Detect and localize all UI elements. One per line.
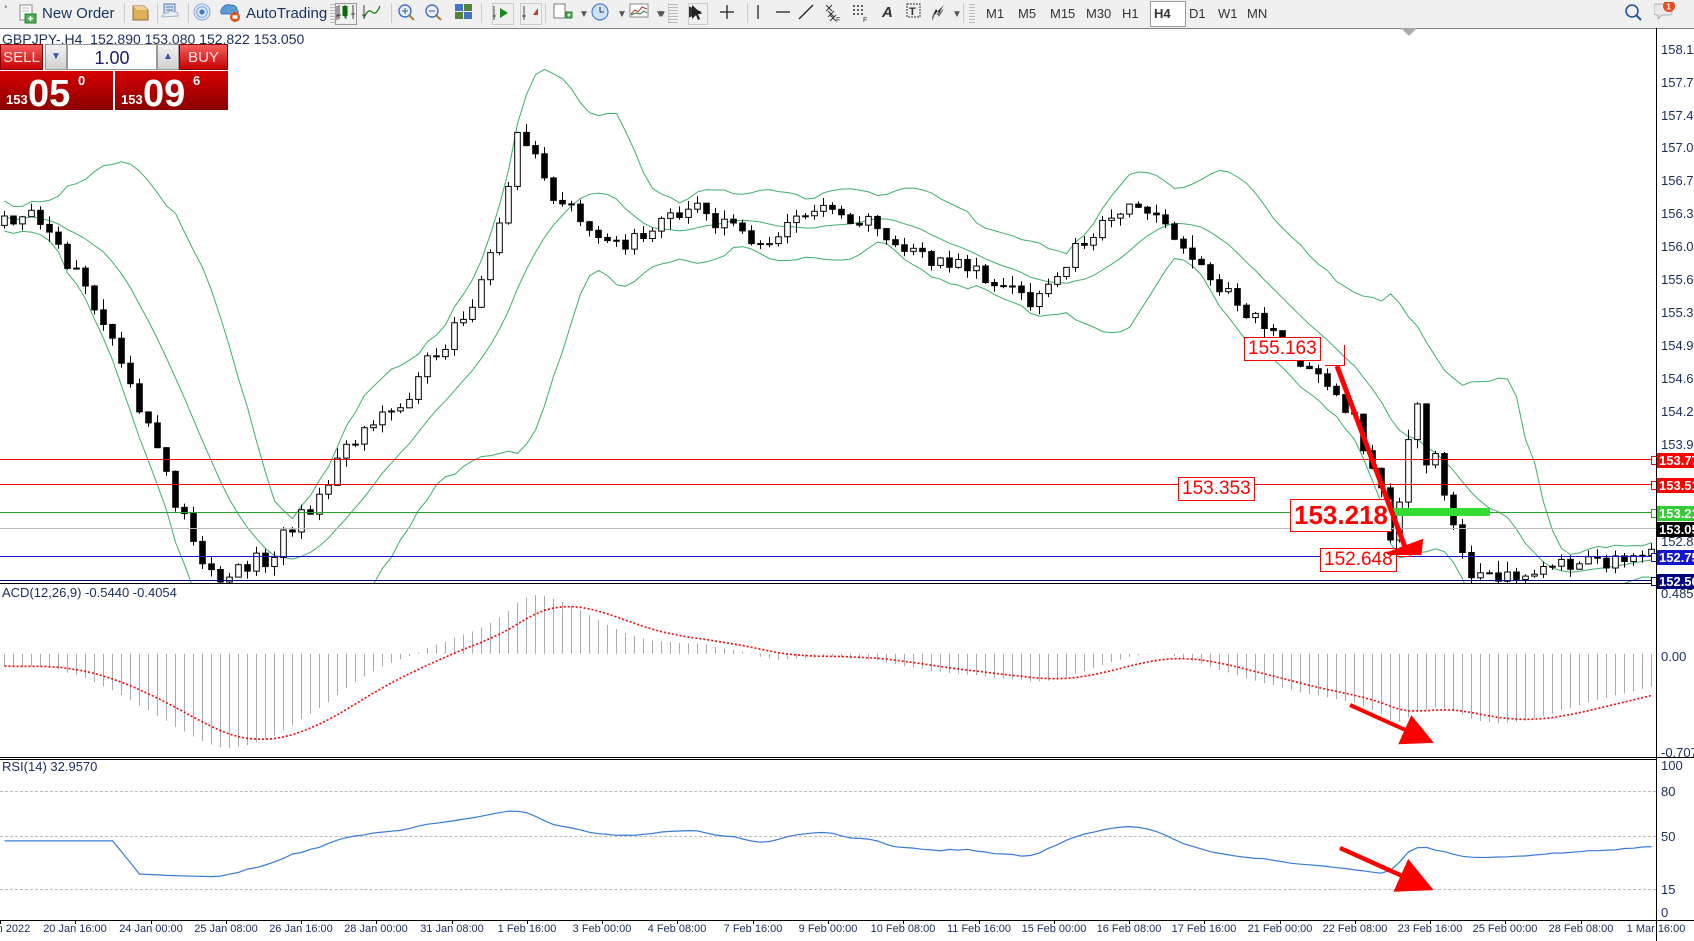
svg-text:T: T [909, 6, 916, 18]
svg-text:F: F [836, 17, 840, 23]
svg-text:F: F [863, 17, 867, 23]
svg-text:1: 1 [1666, 2, 1671, 11]
